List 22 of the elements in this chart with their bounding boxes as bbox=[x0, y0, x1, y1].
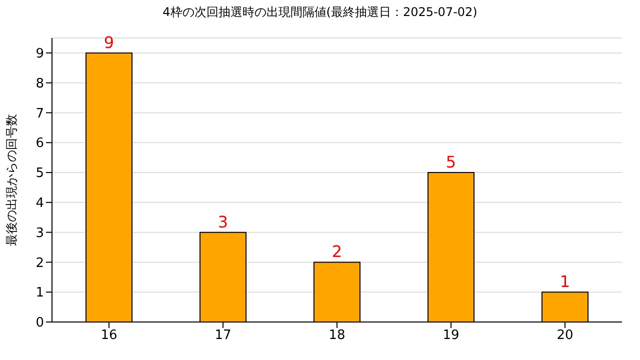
y-tick-label: 4 bbox=[36, 196, 44, 212]
data-label: 5 bbox=[446, 152, 456, 172]
y-tick-label: 8 bbox=[36, 76, 44, 92]
y-tick-label: 0 bbox=[36, 316, 44, 331]
data-label: 3 bbox=[218, 212, 228, 232]
y-tick-label: 1 bbox=[36, 286, 44, 301]
y-tick-label: 7 bbox=[36, 106, 44, 122]
y-tick-label: 5 bbox=[36, 166, 44, 182]
data-label: 2 bbox=[332, 242, 342, 262]
y-tick-label: 9 bbox=[36, 46, 44, 62]
y-tick-label: 6 bbox=[36, 136, 44, 152]
y-tick-label: 2 bbox=[36, 256, 44, 271]
x-tick-label: 16 bbox=[100, 328, 118, 344]
x-tick-label: 17 bbox=[214, 328, 232, 344]
x-tick-label: 20 bbox=[556, 328, 574, 344]
chart-title: 4枠の次回抽選時の出現間隔値(最終抽選日：2025-07-02) bbox=[162, 4, 478, 21]
y-axis-title: 最後の出現からの回号数 bbox=[4, 114, 18, 246]
data-label: 9 bbox=[104, 32, 114, 52]
x-tick-label: 18 bbox=[328, 328, 346, 344]
x-tick-label: 19 bbox=[442, 328, 460, 344]
data-label: 1 bbox=[560, 272, 570, 292]
y-tick-label: 3 bbox=[36, 226, 44, 241]
